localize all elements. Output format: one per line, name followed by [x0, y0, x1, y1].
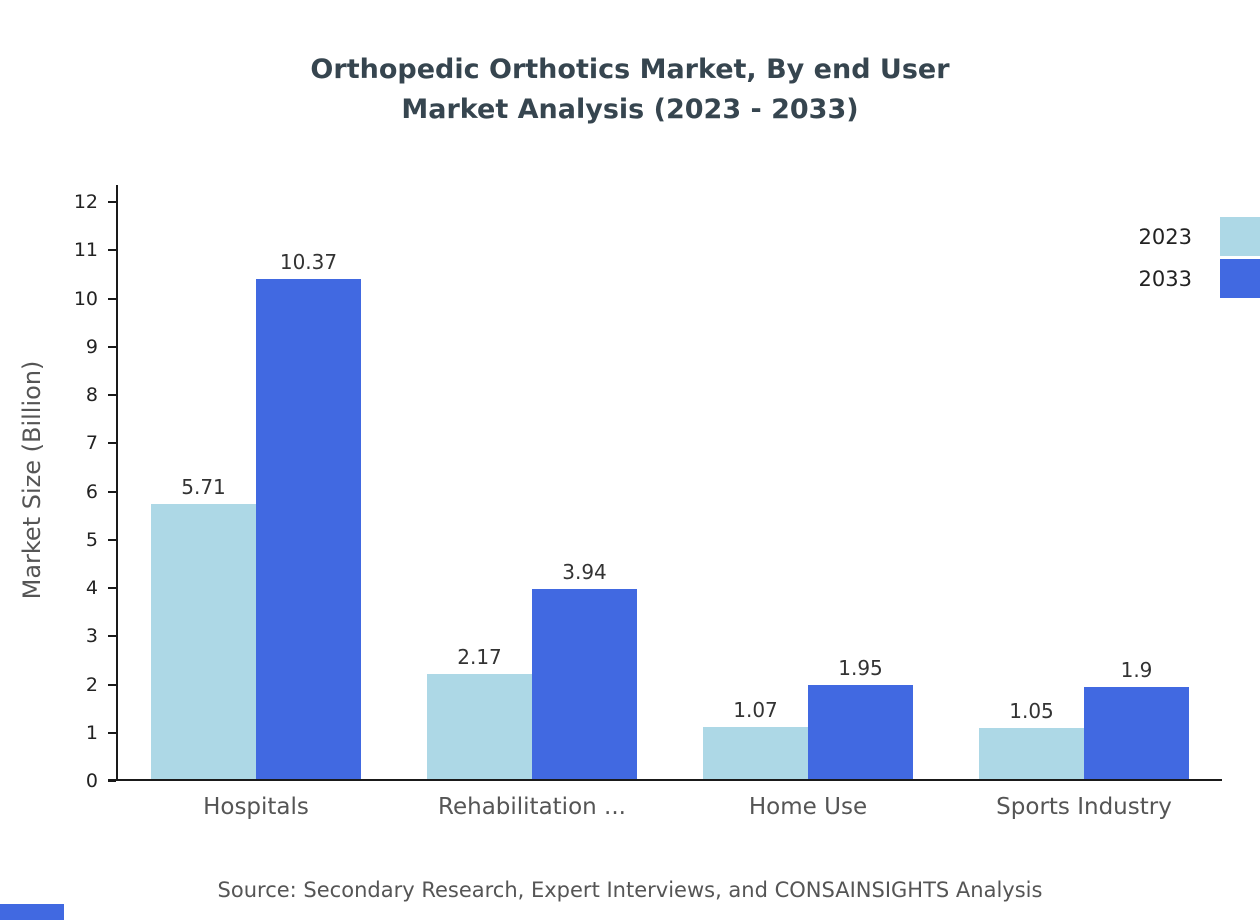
bar-value-label: 3.94 [562, 559, 607, 584]
bar-wrapper: 1.07 [703, 698, 808, 779]
legend-swatch [1220, 259, 1260, 298]
y-tick-mark [108, 442, 116, 445]
y-axis: 0 1 2 3 4 5 6 7 8 9 10 11 12 [0, 191, 118, 792]
bar-group: 2.17 3.94 [394, 202, 670, 779]
bar-wrapper: 3.94 [532, 560, 637, 779]
category-label: Home Use [748, 794, 868, 820]
y-tick-label: 9 [85, 335, 98, 358]
y-tick-mark [108, 345, 116, 348]
bar-2033 [1084, 687, 1189, 779]
bar-value-label: 1.95 [838, 655, 883, 680]
bar-group: 5.71 10.37 [118, 202, 394, 779]
y-tick-label: 11 [73, 239, 98, 262]
brand-mark [0, 904, 64, 920]
x-axis-labels: Hospitals Rehabilitation ... Home Use Sport… [118, 794, 1222, 820]
chart-title-line2: Market Analysis (2023 - 2033) [401, 94, 859, 125]
bar-2023 [703, 727, 808, 779]
bar-wrapper: 2.17 [427, 645, 532, 779]
y-tick-label: 0 [85, 770, 98, 792]
bar-group: 1.05 1.9 [946, 202, 1222, 779]
y-tick-mark [108, 731, 116, 734]
y-axis-line [116, 185, 118, 781]
bar-value-label: 1.07 [733, 698, 778, 723]
y-tick-mark [108, 297, 116, 300]
bar-2023 [151, 503, 256, 779]
bar-2023 [427, 674, 532, 779]
bar-wrapper: 5.71 [151, 474, 256, 779]
category-label: Hospitals [203, 794, 309, 820]
chart-title-line1: Orthopedic Orthotics Market, By end User [310, 54, 950, 85]
y-tick-label: 3 [85, 625, 98, 648]
bar-wrapper: 1.9 [1084, 658, 1189, 779]
y-tick-label: 2 [85, 673, 98, 696]
bar-wrapper: 1.05 [979, 699, 1084, 779]
plot-area: 5.71 10.37 2.17 3.94 1.07 1.95 1.05 1.9 [108, 185, 1222, 781]
x-axis-line [108, 779, 1222, 781]
y-tick-mark [108, 780, 116, 782]
bar-value-label: 2.17 [457, 645, 502, 670]
y-tick-mark [108, 201, 116, 203]
bar-wrapper: 1.95 [808, 656, 913, 779]
y-tick-mark [108, 683, 116, 686]
y-tick-mark [108, 635, 116, 638]
bar-groups: 5.71 10.37 2.17 3.94 1.07 1.95 1.05 1.9 [118, 202, 1222, 779]
legend-label: 2033 [1138, 266, 1192, 291]
source-note: Source: Secondary Research, Expert Inter… [217, 878, 1043, 902]
bar-2033 [808, 684, 913, 779]
y-tick-mark [108, 538, 116, 541]
bar-wrapper: 10.37 [256, 250, 361, 779]
legend-label: 2023 [1138, 224, 1192, 249]
bar-2033 [532, 588, 637, 779]
y-tick-label: 4 [85, 577, 98, 599]
legend-item-2033: 2033 [1139, 259, 1260, 298]
legend-swatch [1220, 217, 1260, 256]
bar-value-label: 5.71 [181, 474, 226, 499]
y-tick-label: 1 [85, 721, 98, 744]
y-tick-mark [108, 490, 116, 493]
y-tick-mark [108, 249, 116, 252]
y-tick-label: 6 [85, 480, 98, 503]
chart-title: Orthopedic Orthotics Market, By end User… [0, 50, 1260, 130]
category-label: Sports Industry [996, 794, 1172, 820]
y-tick-label: 10 [73, 287, 98, 310]
y-tick-mark [108, 394, 116, 396]
y-tick-mark [108, 587, 116, 589]
y-tick-label: 12 [73, 191, 98, 213]
bar-value-label: 1.9 [1120, 658, 1153, 683]
bar-value-label: 1.05 [1009, 699, 1054, 724]
y-tick-label: 8 [85, 384, 98, 406]
legend: 2023 2033 [1139, 217, 1260, 301]
category-label: Rehabilitation ... [438, 794, 626, 820]
bar-group: 1.07 1.95 [670, 202, 946, 779]
y-tick-label: 5 [85, 528, 98, 551]
bar-2023 [979, 728, 1084, 779]
bar-value-label: 10.37 [279, 249, 338, 274]
legend-item-2023: 2023 [1139, 217, 1260, 256]
y-tick-label: 7 [85, 432, 98, 455]
bar-2033 [256, 278, 361, 779]
